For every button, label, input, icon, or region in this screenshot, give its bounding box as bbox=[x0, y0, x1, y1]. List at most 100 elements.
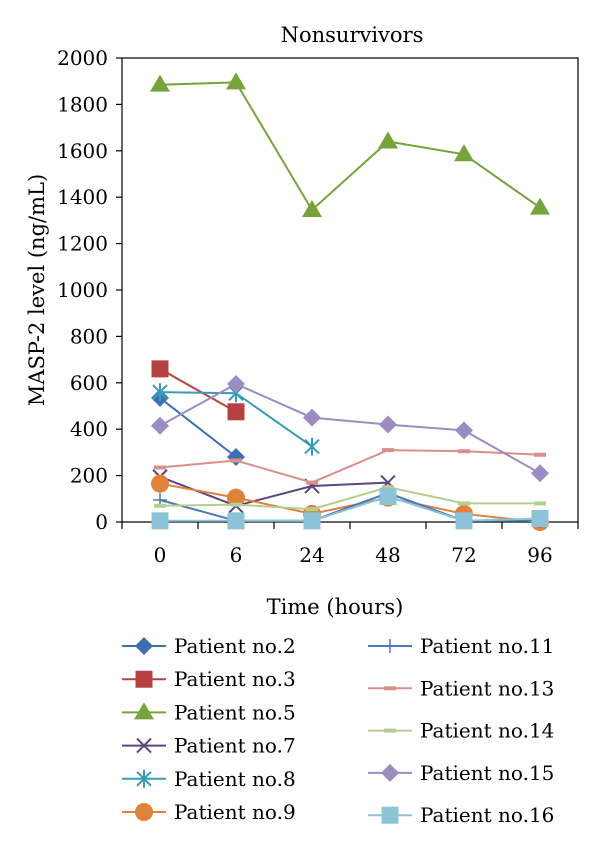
x-tick-label: 48 bbox=[375, 543, 400, 567]
data-point bbox=[303, 408, 321, 427]
series-4 bbox=[152, 383, 320, 456]
x-tick-label: 72 bbox=[451, 543, 476, 567]
data-point bbox=[306, 480, 318, 485]
data-point bbox=[531, 464, 549, 483]
x-tick-label: 24 bbox=[299, 543, 324, 567]
data-point bbox=[154, 465, 166, 470]
data-point bbox=[151, 360, 169, 378]
y-tick-label: 1800 bbox=[57, 92, 108, 116]
legend-item: Patient no.11 bbox=[368, 634, 554, 658]
y-tick-label: 400 bbox=[70, 417, 108, 441]
legend-label: Patient no.13 bbox=[420, 676, 554, 700]
series-line bbox=[159, 486, 540, 511]
legend-item: Patient no.8 bbox=[122, 767, 296, 791]
series-2 bbox=[150, 72, 550, 217]
series-line bbox=[159, 397, 237, 458]
legend-label: Patient no.8 bbox=[174, 767, 296, 791]
data-point bbox=[227, 512, 245, 530]
y-tick-label: 2000 bbox=[57, 46, 108, 70]
chart-title: Nonsurvivors bbox=[281, 23, 424, 47]
series-line bbox=[159, 475, 389, 507]
y-tick-label: 1000 bbox=[57, 278, 108, 302]
data-point bbox=[534, 501, 546, 506]
series-line bbox=[159, 482, 541, 523]
legend-label: Patient no.11 bbox=[420, 634, 554, 658]
data-point bbox=[230, 502, 242, 507]
legend-swatch-marker bbox=[136, 737, 152, 754]
data-point bbox=[151, 474, 169, 493]
series-10 bbox=[151, 487, 549, 530]
data-point bbox=[458, 501, 470, 506]
legend-label: Patient no.16 bbox=[420, 803, 554, 827]
x-tick-label: 0 bbox=[154, 543, 167, 567]
legend-label: Patient no.14 bbox=[420, 719, 554, 743]
legend-swatch-marker bbox=[136, 769, 152, 788]
data-point bbox=[304, 437, 320, 456]
y-tick-label: 800 bbox=[70, 324, 108, 348]
legend-label: Patient no.15 bbox=[420, 761, 554, 785]
data-point bbox=[227, 403, 245, 421]
series-8 bbox=[154, 485, 546, 512]
series-9 bbox=[151, 374, 549, 483]
data-point bbox=[534, 452, 546, 457]
legend-swatch-marker bbox=[381, 806, 399, 824]
data-point bbox=[530, 197, 550, 215]
legend-label: Patient no.2 bbox=[174, 634, 296, 658]
legend-label: Patient no.7 bbox=[174, 734, 296, 758]
data-point bbox=[152, 383, 168, 402]
series-1 bbox=[151, 360, 245, 421]
legend-item: Patient no.7 bbox=[122, 734, 296, 758]
legend-swatch-marker bbox=[383, 639, 397, 653]
series-line bbox=[159, 382, 541, 475]
legend-item: Patient no.16 bbox=[368, 803, 554, 827]
data-point bbox=[303, 512, 321, 530]
legend-item: Patient no.2 bbox=[122, 634, 296, 658]
legend-swatch-marker bbox=[134, 702, 154, 720]
legend-label: Patient no.9 bbox=[174, 800, 296, 824]
series-line bbox=[159, 368, 237, 413]
y-tick-label: 200 bbox=[70, 464, 108, 488]
legend-item: Patient no.5 bbox=[122, 700, 296, 724]
legend-item: Patient no.14 bbox=[368, 719, 554, 743]
x-tick-label: 96 bbox=[527, 543, 552, 567]
data-point bbox=[379, 415, 397, 434]
data-point bbox=[382, 448, 394, 453]
y-tick-label: 600 bbox=[70, 371, 108, 395]
data-point bbox=[230, 458, 242, 463]
legend-item: Patient no.3 bbox=[122, 667, 296, 691]
x-axis-label: Time (hours) bbox=[267, 595, 404, 619]
data-point bbox=[455, 512, 473, 530]
y-axis-label: MASP-2 level (ng/mL) bbox=[25, 174, 49, 406]
data-point bbox=[154, 503, 166, 508]
series-line bbox=[159, 449, 541, 484]
series-line bbox=[159, 81, 541, 212]
legend-swatch-marker bbox=[135, 637, 153, 655]
legend-label: Patient no.5 bbox=[174, 700, 296, 724]
data-point bbox=[454, 144, 474, 162]
legend-swatch-marker bbox=[135, 670, 153, 688]
y-tick-label: 0 bbox=[95, 510, 108, 534]
data-point bbox=[226, 72, 246, 90]
data-point bbox=[150, 74, 170, 92]
series-7 bbox=[154, 448, 546, 485]
data-point bbox=[455, 421, 473, 440]
legend-swatch-marker bbox=[384, 728, 396, 733]
data-point bbox=[458, 449, 470, 454]
data-point bbox=[378, 131, 398, 149]
legend-item: Patient no.13 bbox=[368, 676, 554, 700]
legend-item: Patient no.15 bbox=[368, 761, 554, 785]
data-point bbox=[382, 485, 394, 490]
data-point bbox=[151, 512, 169, 530]
data-point bbox=[306, 507, 318, 512]
y-tick-label: 1400 bbox=[57, 185, 108, 209]
data-point bbox=[227, 374, 245, 393]
data-point bbox=[302, 199, 322, 217]
series-line bbox=[160, 495, 541, 522]
data-point bbox=[531, 510, 549, 528]
y-tick-label: 1200 bbox=[57, 232, 108, 256]
y-tick-label: 1600 bbox=[57, 139, 108, 163]
data-point bbox=[227, 488, 245, 507]
data-point bbox=[379, 487, 397, 505]
data-point bbox=[151, 416, 169, 435]
